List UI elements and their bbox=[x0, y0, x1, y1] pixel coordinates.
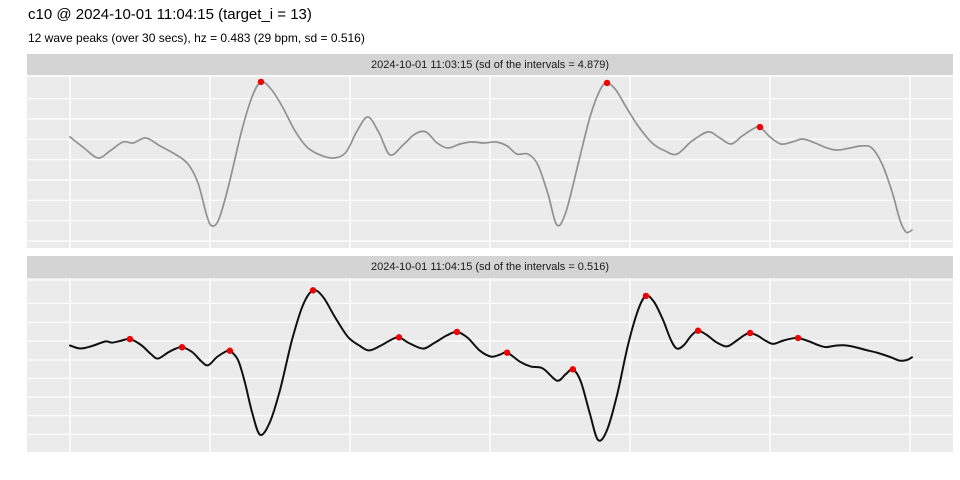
facet-bottom: 2024-10-01 11:04:15 (sd of the intervals… bbox=[27, 256, 953, 452]
facet-bottom-line-chart bbox=[27, 278, 953, 452]
facet-top: 2024-10-01 11:03:15 (sd of the intervals… bbox=[27, 54, 953, 248]
facet-bottom-strip-label: 2024-10-01 11:04:15 (sd of the intervals… bbox=[27, 256, 953, 278]
plot-title: c10 @ 2024-10-01 11:04:15 (target_i = 13… bbox=[28, 6, 312, 23]
facet-top-line-chart bbox=[27, 75, 953, 248]
plot-subtitle: 12 wave peaks (over 30 secs), hz = 0.483… bbox=[28, 31, 365, 45]
facet-top-strip-label: 2024-10-01 11:03:15 (sd of the intervals… bbox=[27, 54, 953, 75]
